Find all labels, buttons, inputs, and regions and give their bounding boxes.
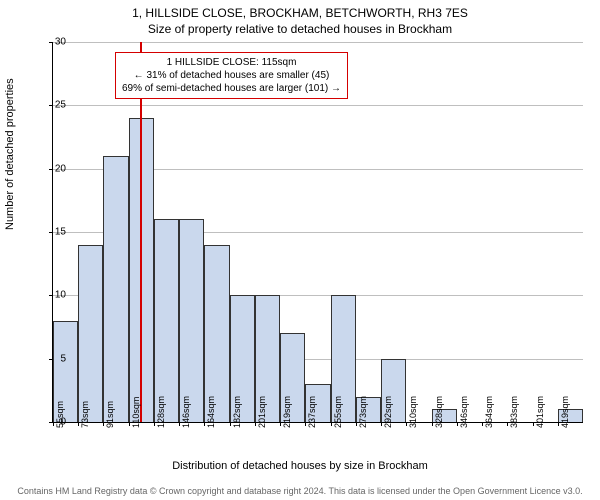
y-axis-label: Number of detached properties [4,78,16,230]
histogram-bar [78,245,103,422]
xtick-label: 219sqm [282,396,292,428]
xtick-label: 364sqm [484,396,494,428]
xtick-label: 55sqm [55,401,65,428]
xtick-label: 91sqm [105,401,115,428]
ytick-label: 20 [36,163,66,174]
marker-line [140,42,142,422]
xtick-mark [331,422,332,426]
xtick-mark [381,422,382,426]
xtick-label: 146sqm [181,396,191,428]
ytick-label: 15 [36,227,66,238]
histogram-bar [103,156,128,422]
annotation-line: ← 31% of detached houses are smaller (45… [122,69,341,82]
annotation-line: 1 HILLSIDE CLOSE: 115sqm [122,56,341,69]
xtick-label: 419sqm [560,396,570,428]
ytick-label: 25 [36,100,66,111]
marker-annotation: 1 HILLSIDE CLOSE: 115sqm ← 31% of detach… [115,52,348,99]
xtick-label: 255sqm [333,396,343,428]
xtick-mark [533,422,534,426]
x-axis-label: Distribution of detached houses by size … [0,460,600,472]
xtick-label: 164sqm [206,396,216,428]
xtick-label: 328sqm [434,396,444,428]
xtick-label: 201sqm [257,396,267,428]
xtick-label: 110sqm [131,397,141,428]
xtick-label: 237sqm [307,396,317,428]
xtick-mark [154,422,155,426]
xtick-label: 73sqm [80,401,90,428]
xtick-label: 292sqm [383,396,393,428]
xtick-mark [230,422,231,426]
xtick-mark [457,422,458,426]
chart-container: 1, HILLSIDE CLOSE, BROCKHAM, BETCHWORTH,… [0,0,600,500]
annotation-line: 69% of semi-detached houses are larger (… [122,82,341,95]
histogram-bar [154,219,179,422]
xtick-mark [432,422,433,426]
footer-attribution: Contains HM Land Registry data © Crown c… [0,486,600,496]
ytick-label: 5 [36,353,66,364]
xtick-mark [129,422,130,426]
plot-area [52,42,583,423]
xtick-mark [255,422,256,426]
xtick-mark [356,422,357,426]
gridline [53,105,583,106]
xtick-label: 128sqm [156,396,166,428]
xtick-label: 310sqm [408,396,418,428]
xtick-label: 273sqm [358,396,368,428]
xtick-mark [558,422,559,426]
xtick-label: 401sqm [535,396,545,428]
title-line-1: 1, HILLSIDE CLOSE, BROCKHAM, BETCHWORTH,… [0,6,600,20]
title-line-2: Size of property relative to detached ho… [0,22,600,36]
ytick-label: 10 [36,290,66,301]
xtick-label: 346sqm [459,396,469,428]
xtick-label: 383sqm [509,396,519,428]
gridline [53,42,583,43]
xtick-mark [482,422,483,426]
xtick-mark [280,422,281,426]
ytick-label: 30 [36,37,66,48]
histogram-bar [179,219,204,422]
xtick-label: 182sqm [232,396,242,428]
